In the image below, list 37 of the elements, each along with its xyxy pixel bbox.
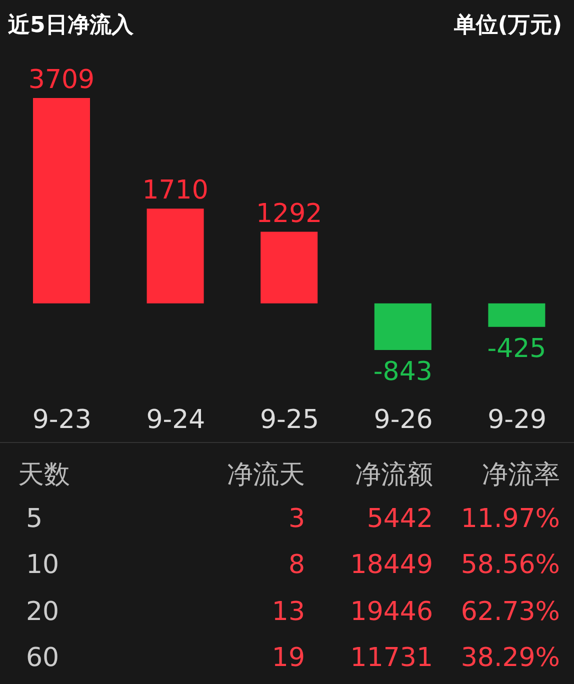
text: 13 bbox=[272, 596, 305, 626]
bar bbox=[374, 303, 432, 350]
x-tick-label: 9-25 bbox=[260, 405, 320, 435]
text: 净流额 bbox=[355, 459, 433, 492]
x-tick-label: 9-24 bbox=[146, 405, 206, 435]
text: 3 bbox=[288, 504, 305, 534]
text: 18449 bbox=[350, 550, 433, 580]
data-label: 1710 bbox=[142, 176, 208, 206]
bar bbox=[146, 208, 204, 304]
text: 天数 bbox=[18, 459, 70, 492]
text: 10 bbox=[26, 550, 60, 580]
data-label: -425 bbox=[487, 334, 546, 364]
data-label: 1292 bbox=[256, 198, 322, 229]
data-label: 3709 bbox=[28, 65, 95, 95]
bar bbox=[33, 98, 90, 304]
bar bbox=[488, 303, 546, 327]
text: 58.56% bbox=[460, 550, 560, 580]
text: 62.73% bbox=[460, 596, 560, 626]
text: 5 bbox=[26, 504, 43, 534]
data-label: -843 bbox=[373, 357, 432, 387]
x-tick-label: 9-23 bbox=[32, 405, 92, 435]
text: 38.29% bbox=[460, 643, 560, 673]
text: 19446 bbox=[350, 596, 433, 626]
y-axis-title: 单位(万元) bbox=[454, 12, 562, 40]
text: 净流率 bbox=[482, 459, 560, 492]
text: 11.97% bbox=[460, 504, 560, 534]
bar bbox=[260, 232, 318, 304]
chart-title: 近5日净流入 bbox=[8, 12, 134, 40]
text: 19 bbox=[272, 643, 305, 673]
text: 5442 bbox=[366, 504, 433, 534]
text: 11731 bbox=[350, 643, 433, 673]
text: 60 bbox=[26, 643, 60, 673]
text: 20 bbox=[26, 596, 60, 626]
x-tick-label: 9-29 bbox=[488, 405, 547, 435]
x-tick-label: 9-26 bbox=[374, 405, 433, 435]
text: 净流天 bbox=[227, 459, 305, 492]
text: 8 bbox=[288, 550, 305, 580]
